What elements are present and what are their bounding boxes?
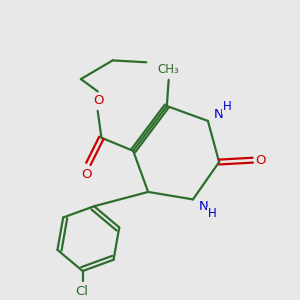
Text: O: O	[81, 168, 92, 181]
Text: N: N	[199, 200, 208, 213]
Text: H: H	[223, 100, 232, 113]
Text: Cl: Cl	[75, 285, 88, 298]
Text: H: H	[208, 207, 217, 220]
Text: N: N	[214, 108, 223, 121]
Text: CH₃: CH₃	[158, 63, 180, 76]
Text: O: O	[256, 154, 266, 167]
Text: O: O	[93, 94, 104, 107]
